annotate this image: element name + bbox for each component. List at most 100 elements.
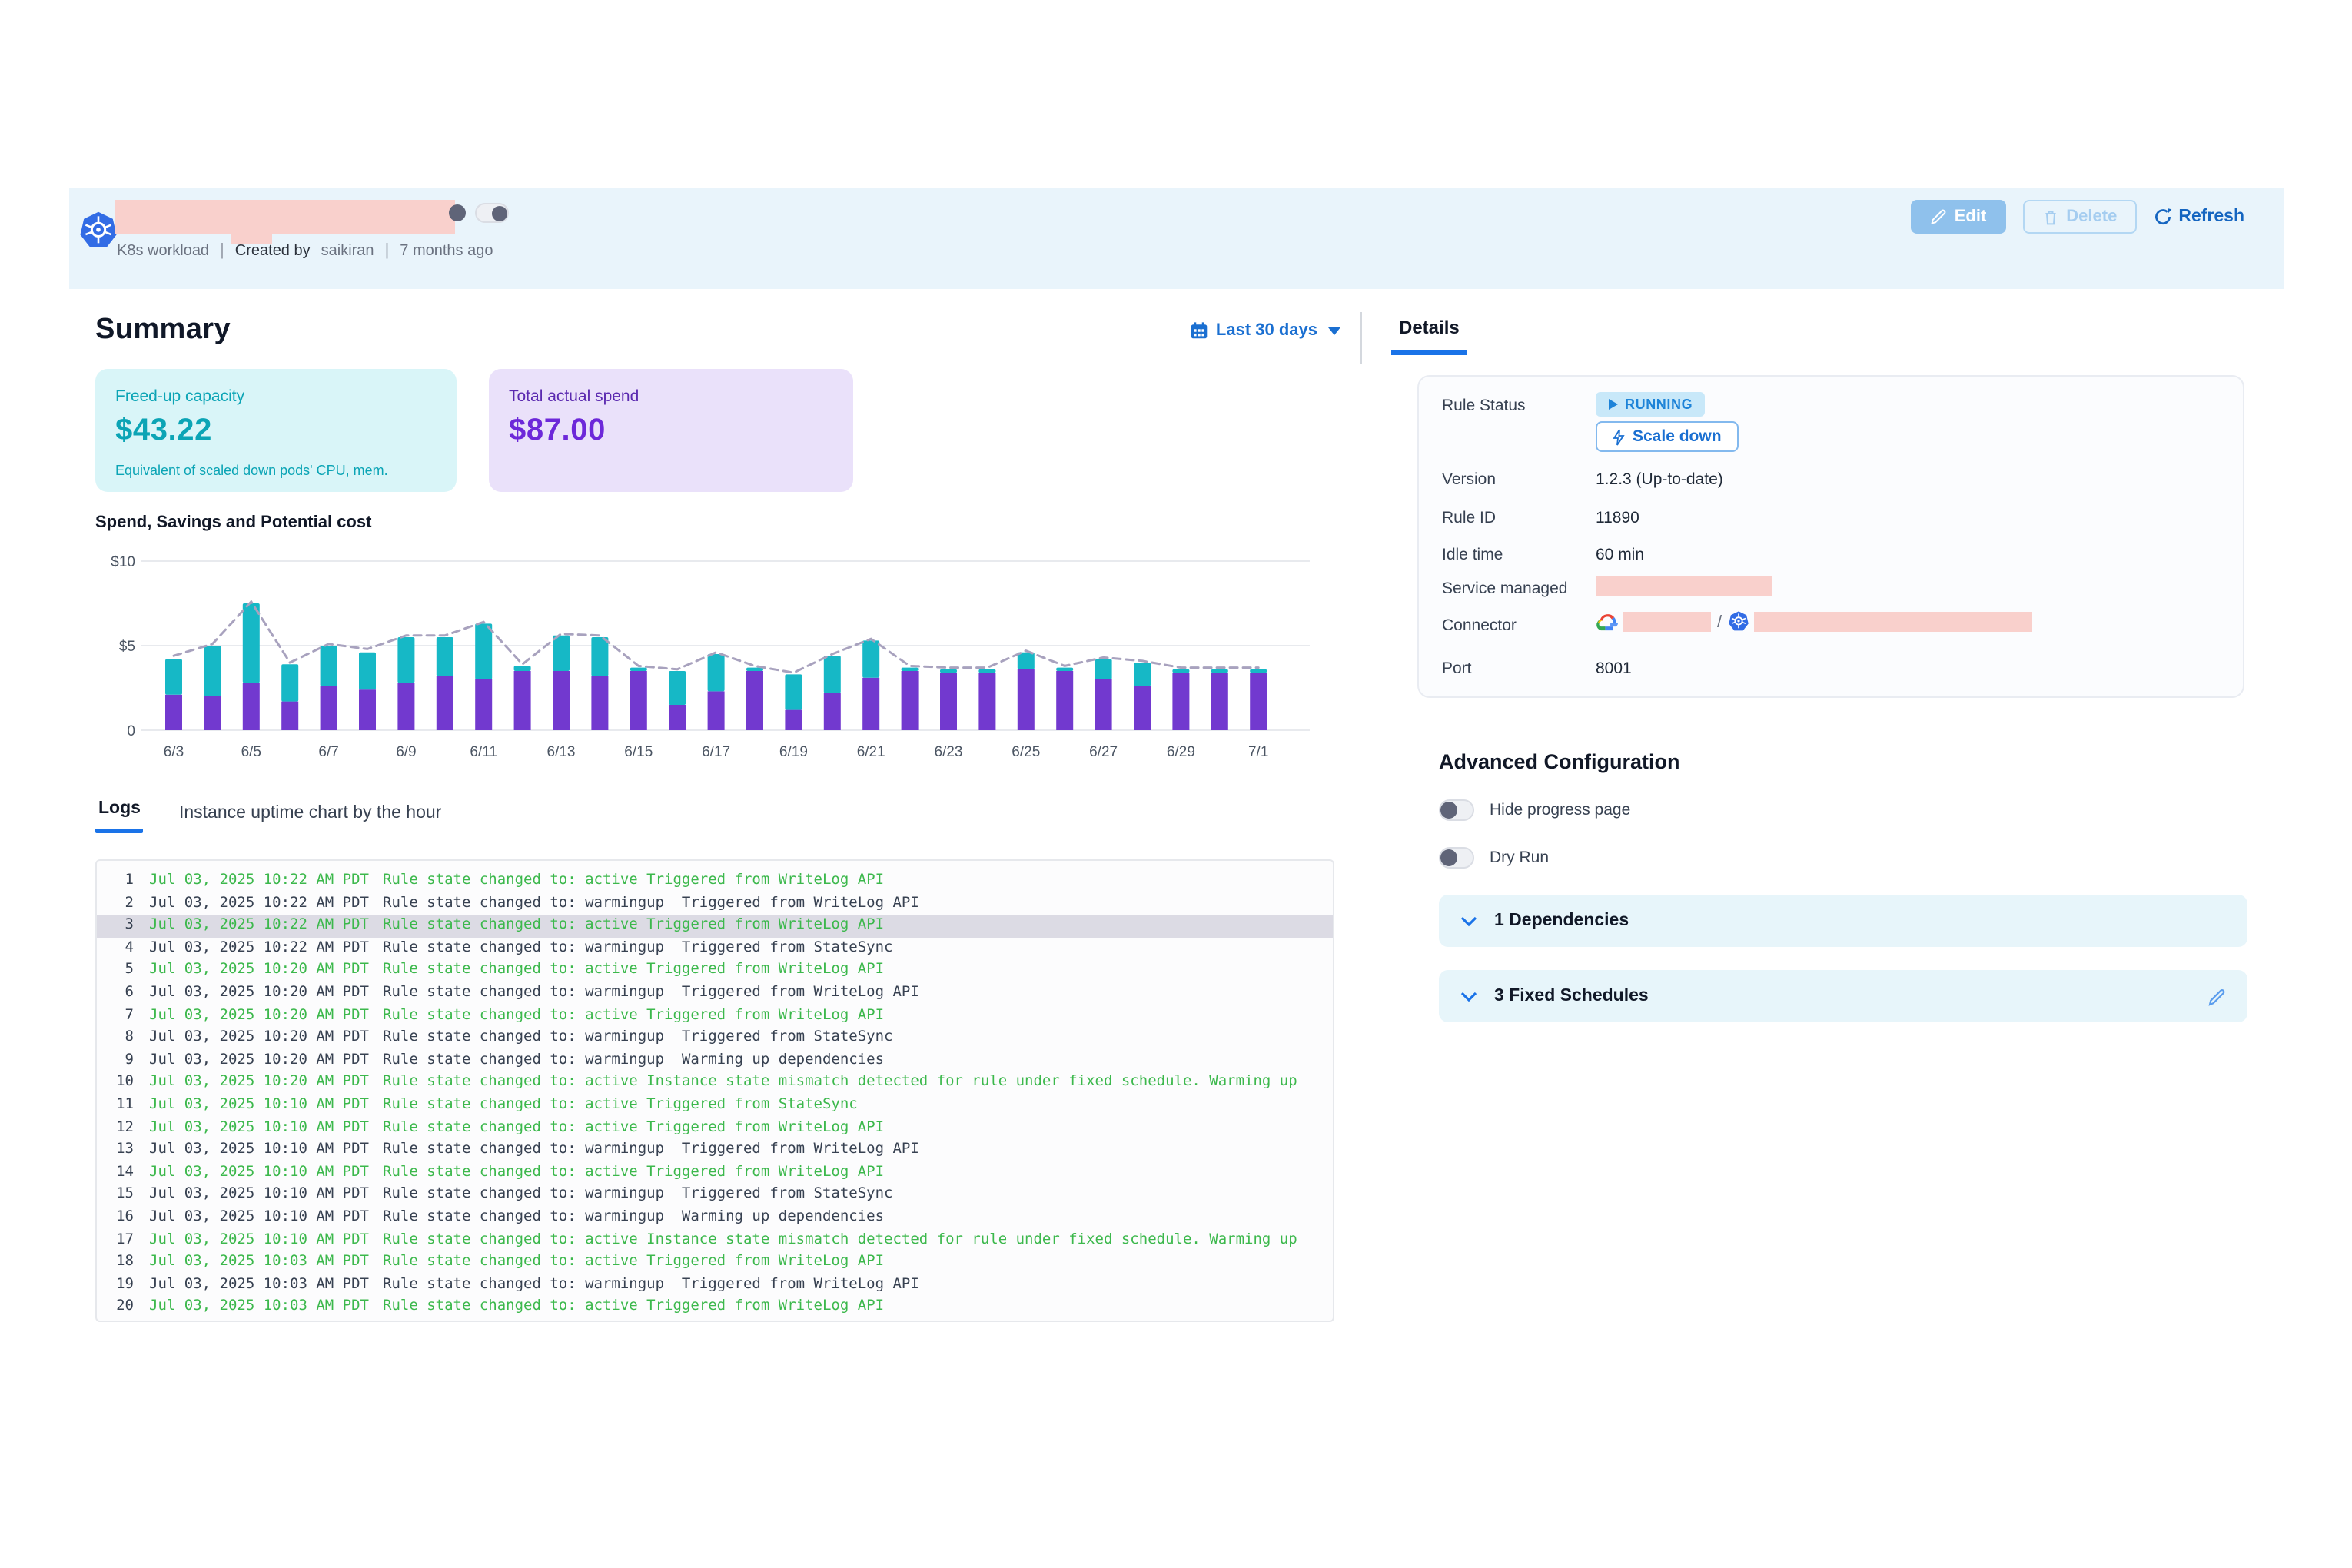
svg-text:6/9: 6/9 (396, 744, 416, 760)
chart-title: Spend, Savings and Potential cost (95, 513, 372, 532)
dependencies-label: 1 Dependencies (1494, 912, 1629, 930)
freed-capacity-value: $43.22 (115, 414, 212, 447)
tab-instance-uptime[interactable]: Instance uptime chart by the hour (178, 804, 442, 822)
scale-down-button[interactable]: Scale down (1596, 421, 1739, 452)
connector-value: / (1596, 610, 2033, 633)
total-spend-label: Total actual spend (509, 387, 639, 406)
service-managed-value (1596, 576, 1772, 596)
version-label: Version (1442, 470, 1497, 489)
created-by-label: Created by (234, 242, 311, 259)
created-ago: 7 months ago (400, 242, 493, 259)
log-row[interactable]: 18 Jul 03, 2025 10:03 AM PDT Rule state ch… (116, 1253, 885, 1271)
rule-id-value: 11890 (1596, 509, 1639, 527)
log-tabs: Logs Instance uptime chart by the hour (95, 799, 1340, 833)
svg-text:0: 0 (127, 723, 135, 739)
tab-details[interactable]: Details (1391, 312, 1467, 355)
details-card: Rule Status RUNNING Scale down Version 1… (1417, 375, 2244, 698)
header-actions: Edit Delete Refresh (1911, 198, 2244, 235)
freed-capacity-card: Freed-up capacity $43.22 Equivalent of s… (95, 369, 457, 492)
workload-enabled-toggle[interactable] (475, 203, 509, 223)
log-row[interactable]: 17 Jul 03, 2025 10:10 AM PDT Rule state ch… (116, 1231, 1297, 1247)
log-row[interactable]: 20 Jul 03, 2025 10:03 AM PDT Rule state ch… (116, 1297, 885, 1315)
log-row[interactable]: 12 Jul 03, 2025 10:10 AM PDT Rule state ch… (116, 1118, 885, 1136)
trash-icon (2045, 210, 2056, 224)
fixed-schedules-label: 3 Fixed Schedules (1494, 987, 1649, 1005)
fixed-schedules-section[interactable]: 3 Fixed Schedules (1439, 970, 2247, 1022)
svg-text:6/19: 6/19 (779, 744, 808, 760)
freed-capacity-label: Freed-up capacity (115, 387, 245, 406)
details-panel: Details Rule Status RUNNING Scale down V… (1391, 312, 2249, 1022)
log-rows: 1 Jul 03, 2025 10:22 AM PDT Rule state cha… (97, 870, 1333, 1319)
svg-text:6/5: 6/5 (241, 744, 261, 760)
refresh-button[interactable]: Refresh (2154, 208, 2244, 226)
idle-time-label: Idle time (1442, 546, 1503, 564)
summary-title: Summary (95, 314, 231, 346)
svg-text:6/23: 6/23 (935, 744, 963, 760)
gcp-icon (1596, 613, 1619, 630)
svg-text:7/1: 7/1 (1248, 744, 1268, 760)
date-range-dropdown[interactable]: Last 30 days (1190, 321, 1340, 340)
delete-button[interactable]: Delete (2023, 200, 2138, 234)
tab-logs[interactable]: Logs (95, 799, 144, 833)
hide-progress-label: Hide progress page (1490, 801, 1631, 819)
svg-text:6/27: 6/27 (1089, 744, 1118, 760)
svg-text:6/15: 6/15 (624, 744, 653, 760)
log-row[interactable]: 9 Jul 03, 2025 10:20 AM PDT Rule state cha… (125, 1051, 885, 1068)
workload-meta: K8s workload | Created by saikiran | 7 m… (117, 241, 493, 260)
svg-text:6/25: 6/25 (1012, 744, 1040, 760)
svg-text:6/11: 6/11 (470, 744, 497, 760)
edit-pencil-icon[interactable] (2207, 986, 2226, 1006)
log-row[interactable]: 16 Jul 03, 2025 10:10 AM PDT Rule state ch… (116, 1208, 885, 1225)
workload-title-redacted (115, 200, 455, 234)
kubernetes-icon (78, 211, 118, 260)
svg-text:6/13: 6/13 (547, 744, 576, 760)
log-row[interactable]: 15 Jul 03, 2025 10:10 AM PDT Rule state ch… (116, 1185, 893, 1203)
workload-type-label: K8s workload (117, 242, 210, 259)
svg-text:6/29: 6/29 (1167, 744, 1195, 760)
chevron-down-icon (1460, 915, 1477, 926)
log-row[interactable]: 10 Jul 03, 2025 10:20 AM PDT Rule state ch… (116, 1073, 1297, 1091)
dry-run-toggle[interactable] (1439, 847, 1474, 869)
kubernetes-icon (1729, 611, 1749, 631)
log-panel[interactable]: 1 Jul 03, 2025 10:22 AM PDT Rule state cha… (95, 859, 1334, 1322)
total-spend-value: $87.00 (509, 414, 606, 447)
workload-header: K8s workload | Created by saikiran | 7 m… (69, 188, 2284, 289)
running-badge: RUNNING (1596, 392, 1706, 417)
redacted-value (1623, 612, 1711, 632)
log-row[interactable]: 6 Jul 03, 2025 10:20 AM PDT Rule state cha… (125, 983, 919, 1001)
redacted-value (1596, 576, 1772, 596)
hide-progress-toggle[interactable] (1439, 799, 1474, 821)
connector-label: Connector (1442, 616, 1517, 635)
chevron-down-icon (1460, 991, 1477, 1002)
chevron-down-icon (1328, 327, 1340, 334)
lightning-icon (1613, 428, 1625, 445)
log-row[interactable]: 1 Jul 03, 2025 10:22 AM PDT Rule state cha… (125, 872, 885, 889)
log-row[interactable]: 19 Jul 03, 2025 10:03 AM PDT Rule state ch… (116, 1275, 919, 1293)
log-row[interactable]: 5 Jul 03, 2025 10:20 AM PDT Rule state cha… (125, 961, 885, 978)
log-row[interactable]: 3 Jul 03, 2025 10:22 AM PDT Rule state cha… (97, 915, 1333, 938)
rule-id-label: Rule ID (1442, 509, 1497, 527)
version-value: 1.2.3 (Up-to-date) (1596, 470, 1723, 489)
svg-text:$10: $10 (111, 554, 135, 570)
freed-capacity-note: Equivalent of scaled down pods' CPU, mem… (115, 463, 388, 478)
log-row[interactable]: 11 Jul 03, 2025 10:10 AM PDT Rule state ch… (116, 1095, 858, 1113)
edit-button[interactable]: Edit (1911, 200, 2007, 234)
panel-divider (1360, 312, 1362, 364)
advanced-configuration-title: Advanced Configuration (1439, 750, 1680, 773)
play-icon (1609, 399, 1618, 410)
log-row[interactable]: 13 Jul 03, 2025 10:10 AM PDT Rule state ch… (116, 1141, 919, 1158)
log-row[interactable]: 8 Jul 03, 2025 10:20 AM PDT Rule state cha… (125, 1028, 893, 1046)
log-row[interactable]: 7 Jul 03, 2025 10:20 AM PDT Rule state cha… (125, 1006, 885, 1024)
log-row[interactable]: 14 Jul 03, 2025 10:10 AM PDT Rule state ch… (116, 1163, 885, 1181)
svg-text:6/7: 6/7 (318, 744, 338, 760)
dependencies-section[interactable]: 1 Dependencies (1439, 895, 2247, 947)
total-spend-card: Total actual spend $87.00 (489, 369, 853, 492)
idle-time-value: 60 min (1596, 546, 1645, 564)
workload-title-redacted-fragment (231, 232, 272, 244)
pencil-icon (1932, 209, 1947, 224)
log-row[interactable]: 4 Jul 03, 2025 10:22 AM PDT Rule state cha… (125, 938, 893, 956)
log-row[interactable]: 2 Jul 03, 2025 10:22 AM PDT Rule state cha… (125, 894, 919, 912)
svg-text:6/3: 6/3 (164, 744, 184, 760)
service-managed-label: Service managed (1442, 580, 1568, 598)
rule-status-label: Rule Status (1442, 397, 1526, 415)
